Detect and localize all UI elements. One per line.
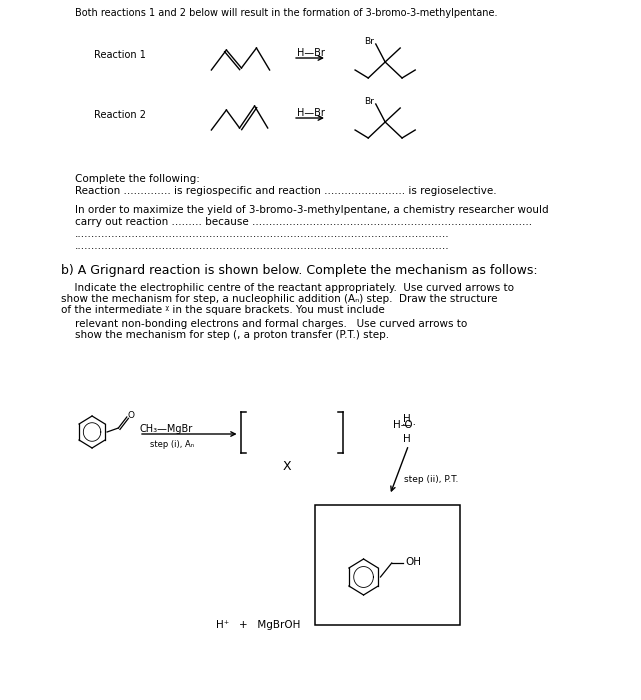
Text: of the intermediate ᵡ in the square brackets. You must include: of the intermediate ᵡ in the square brac… bbox=[61, 305, 385, 315]
Text: X: X bbox=[282, 460, 291, 473]
Text: H—Br: H—Br bbox=[297, 48, 325, 58]
Text: Reaction 1: Reaction 1 bbox=[94, 50, 146, 60]
Text: Br: Br bbox=[364, 97, 374, 106]
Text: carry out reaction ......... because ...........................................: carry out reaction ......... because ...… bbox=[75, 217, 532, 227]
Text: ................................................................................: ........................................… bbox=[75, 241, 450, 251]
Text: H—Br: H—Br bbox=[297, 108, 325, 118]
Text: OH: OH bbox=[405, 557, 421, 567]
Text: step (ii), P.T.: step (ii), P.T. bbox=[404, 475, 458, 484]
Text: CH₃—MgBr: CH₃—MgBr bbox=[139, 424, 192, 434]
Text: H⁺   +   MgBrOH: H⁺ + MgBrOH bbox=[216, 620, 301, 630]
Text: Indicate the electrophilic centre of the reactant appropriately.  Use curved arr: Indicate the electrophilic centre of the… bbox=[68, 283, 513, 293]
Text: In order to maximize the yield of 3-bromo-3-methylpentane, a chemistry researche: In order to maximize the yield of 3-brom… bbox=[75, 205, 549, 215]
Text: show the mechanism for step, a nucleophilic addition (Aₙ) step.  Draw the struct: show the mechanism for step, a nucleophi… bbox=[61, 294, 497, 304]
Text: Br: Br bbox=[364, 38, 374, 46]
Bar bbox=[315, 505, 460, 625]
Text: step (i), Aₙ: step (i), Aₙ bbox=[150, 440, 194, 449]
Text: ................................................................................: ........................................… bbox=[75, 229, 450, 239]
Text: H: H bbox=[403, 434, 411, 444]
Text: show the mechanism for step (, a proton transfer (P.T.) step.: show the mechanism for step (, a proton … bbox=[75, 330, 389, 340]
Text: relevant non-bonding electrons and formal charges.   Use curved arrows to: relevant non-bonding electrons and forma… bbox=[75, 319, 467, 329]
Text: Reaction 2: Reaction 2 bbox=[94, 110, 146, 120]
Text: Complete the following:: Complete the following: bbox=[75, 174, 200, 184]
Text: H: H bbox=[403, 414, 411, 424]
Text: O: O bbox=[128, 412, 135, 421]
Text: H—: H— bbox=[393, 420, 411, 430]
Text: Reaction .............. is regiospecific and reaction ........................ i: Reaction .............. is regiospecific… bbox=[75, 186, 497, 196]
Text: ·O·: ·O· bbox=[402, 420, 417, 430]
Text: Both reactions 1 and 2 below will result in the formation of 3-bromo-3-methylpen: Both reactions 1 and 2 below will result… bbox=[75, 8, 497, 18]
Text: b) A Grignard reaction is shown below. Complete the mechanism as follows:: b) A Grignard reaction is shown below. C… bbox=[61, 264, 538, 277]
